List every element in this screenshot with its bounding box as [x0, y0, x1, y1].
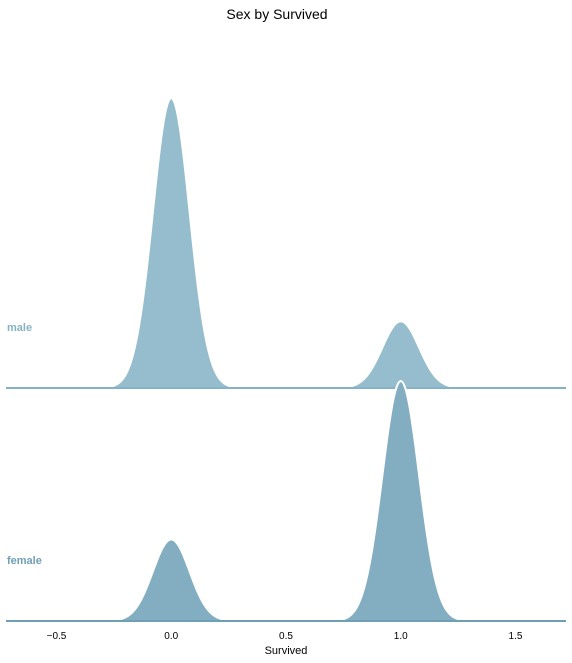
x-axis-ticks: −0.5 0.0 0.5 1.0 1.5 [47, 631, 523, 642]
x-tick-label: 1.5 [509, 631, 523, 642]
ridge-female: female [5, 380, 567, 622]
x-tick-label: 1.0 [394, 631, 408, 642]
ridges-group: male female [5, 97, 567, 622]
x-tick-label: 0.0 [164, 631, 178, 642]
x-tick-label: 0.5 [279, 631, 293, 642]
density-area-female [5, 380, 567, 622]
row-label-female: female [7, 555, 42, 567]
x-axis-label: Survived [265, 645, 308, 657]
density-area-male [5, 97, 567, 389]
row-label-male: male [7, 322, 32, 334]
chart-title: Sex by Survived [226, 6, 327, 22]
x-tick-label: −0.5 [47, 631, 67, 642]
ridge-male: male [5, 97, 567, 389]
